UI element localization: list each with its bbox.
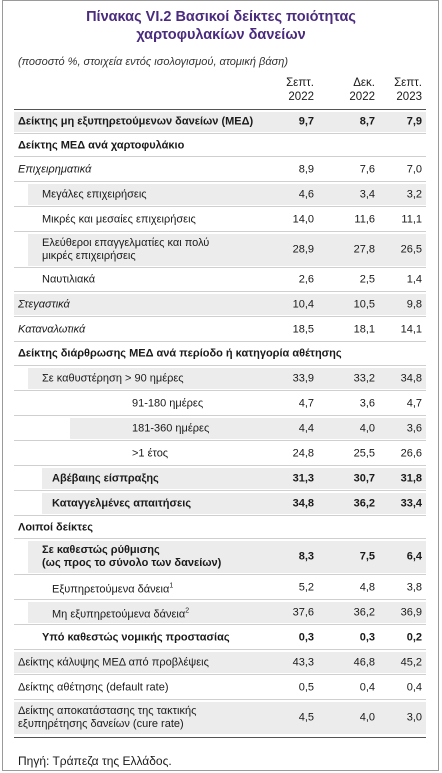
table-row: 91-180 ημέρες 4,7 3,6 4,7 (14, 391, 426, 416)
footer-rule (14, 737, 426, 738)
table-title: Πίνακας VI.2 Βασικοί δείκτες ποιότητας χ… (0, 8, 442, 44)
table-row: Μη εξυπηρετούμενα δάνεια2 37,6 36,2 36,9 (14, 600, 426, 625)
table-row: Ελεύθεροι επαγγελματίες και πολύ μικρές … (14, 232, 426, 268)
table-row: Εξυπηρετούμενα δάνεια1 5,2 4,8 3,8 (14, 575, 426, 600)
header-rule (14, 109, 426, 110)
table-row: Σε καθυστέρηση > 90 ημέρες 33,9 33,2 34,… (14, 366, 426, 391)
table-row: Δείκτης κάλυψης ΜΕΔ από προβλέψεις 43,3 … (14, 650, 426, 675)
table-row: Δείκτης μη εξυπηρετούμενων δανείων (ΜΕΔ)… (14, 110, 426, 134)
table-row: Μικρές και μεσαίες επιχειρήσεις 14,0 11,… (14, 207, 426, 232)
table-row: Δείκτης διάρθρωσης ΜΕΔ ανά περίοδο ή κατ… (14, 342, 426, 366)
table-body: Δείκτης μη εξυπηρετούμενων δανείων (ΜΕΔ)… (14, 110, 426, 736)
table-subtitle: (ποσοστό %, στοιχεία εντός ισολογισμού, … (18, 56, 288, 68)
column-header-dec-2022: Δεκ. 2022 (349, 77, 375, 103)
table-row: Δείκτης αθέτησης (default rate) 0,5 0,4 … (14, 675, 426, 700)
title-line-1: Πίνακας VI.2 Βασικοί δείκτες ποιότητας (86, 9, 356, 25)
table-row: Επιχειρηματικά 8,9 7,6 7,0 (14, 157, 426, 182)
table-row: Δείκτης αποκατάστασης της τακτικής εξυπη… (14, 700, 426, 736)
table-row: Στεγαστικά 10,4 10,5 9,8 (14, 292, 426, 317)
table-row: Λοιποί δείκτες (14, 516, 426, 539)
column-header-sep-2023: Σεπτ. 2023 (394, 77, 422, 103)
title-line-2: χαρτοφυλακίων δανείων (136, 27, 306, 43)
table-row: Ναυτιλιακά 2,6 2,5 1,4 (14, 268, 426, 292)
table-row: Καταγγελμένες απαιτήσεις 34,8 36,2 33,4 (14, 491, 426, 516)
source-note: Πηγή: Τράπεζα της Ελλάδος. (18, 754, 172, 768)
table-row: Σε καθεστώς ρύθμισης (ως προς το σύνολο … (14, 539, 426, 575)
table-row: Υπό καθεστώς νομικής προστασίας 0,3 0,3 … (14, 625, 426, 650)
column-header-sep-2022: Σεπτ. 2022 (286, 77, 314, 103)
table-row: Καταναλωτικά 18,5 18,1 14,1 (14, 317, 426, 342)
table-row: Μεγάλες επιχειρήσεις 4,6 3,4 3,2 (14, 182, 426, 207)
table-row: Δείκτης ΜΕΔ ανά χαρτοφυλάκιο (14, 134, 426, 157)
table-row: 181-360 ημέρες 4,4 4,0 3,6 (14, 416, 426, 441)
table-row: >1 έτος 24,8 25,5 26,6 (14, 441, 426, 466)
table-row: Αβέβαιης είσπραξης 31,3 30,7 31,8 (14, 466, 426, 491)
